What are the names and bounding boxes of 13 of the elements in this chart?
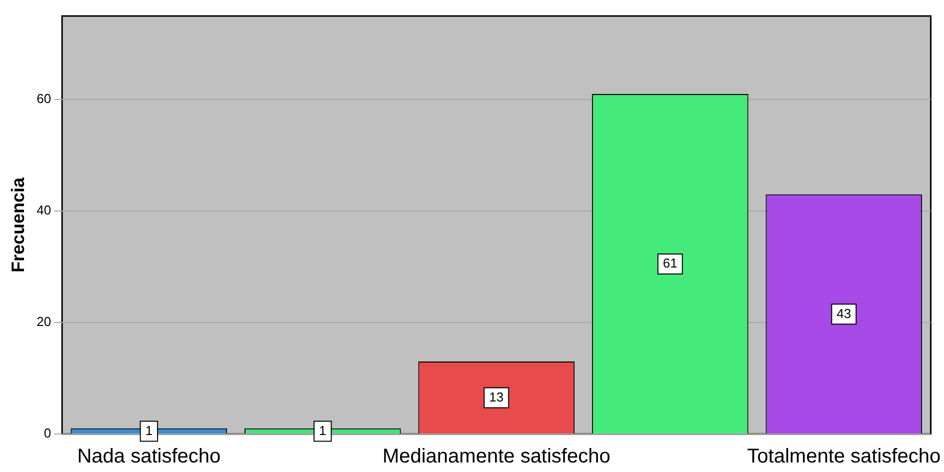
x-tick-label: Medianamente satisfecho — [382, 446, 610, 468]
y-tick-label: 20 — [36, 314, 52, 330]
data-label: 13 — [489, 389, 504, 404]
y-tick-label: 0 — [44, 426, 52, 441]
x-tick-label: Nada satisfecho — [77, 446, 221, 468]
data-label: 61 — [662, 256, 678, 271]
data-label: 1 — [319, 422, 326, 438]
data-label: 1 — [145, 422, 153, 438]
y-tick-label: 60 — [36, 91, 52, 106]
y-tick-label: 40 — [36, 202, 52, 218]
y-axis-title: Frecuencia — [8, 176, 28, 273]
data-label: 43 — [836, 306, 852, 321]
x-tick-label: Totalmente satisfecho — [747, 446, 941, 468]
